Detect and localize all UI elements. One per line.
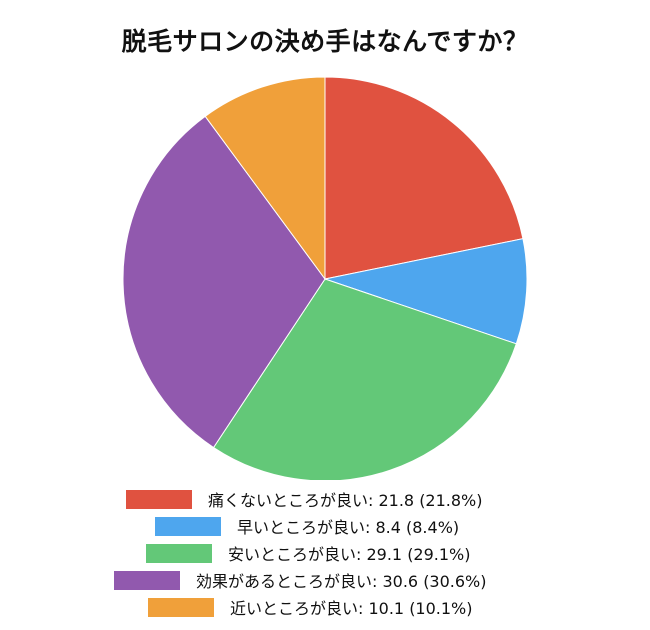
pie-chart bbox=[122, 76, 528, 480]
legend-label: 安いところが良い: 29.1 (29.1%) bbox=[228, 545, 471, 564]
legend-swatch bbox=[126, 489, 192, 509]
legend-swatch bbox=[155, 516, 221, 536]
legend-label: 近いところが良い: 10.1 (10.1%) bbox=[230, 599, 473, 618]
pie-slice-4 bbox=[122, 115, 326, 449]
pie-slice-2 bbox=[323, 238, 528, 345]
pie-slice-5 bbox=[204, 76, 326, 281]
chart-title: 脱毛サロンの決め手はなんですか？ bbox=[121, 27, 529, 56]
legend-item: 近いところが良い: 10.1 (10.1%) bbox=[148, 596, 473, 618]
legend-item: 痛くないところが良い: 21.8 (21.8%) bbox=[126, 488, 483, 510]
legend-label: 早いところが良い: 8.4 (8.4%) bbox=[237, 518, 460, 537]
pie-slice-1 bbox=[324, 76, 524, 280]
pie-slice-3 bbox=[212, 278, 517, 480]
legend-swatch bbox=[148, 597, 214, 617]
legend-label: 痛くないところが良い: 21.8 (21.8%) bbox=[208, 491, 483, 510]
legend-swatch bbox=[114, 570, 180, 590]
legend-label: 効果があるところが良い: 30.6 (30.6%) bbox=[196, 572, 487, 591]
legend-item: 早いところが良い: 8.4 (8.4%) bbox=[155, 515, 459, 537]
legend-item: 効果があるところが良い: 30.6 (30.6%) bbox=[114, 569, 487, 591]
legend-item: 安いところが良い: 29.1 (29.1%) bbox=[146, 542, 471, 564]
legend-swatch bbox=[146, 543, 212, 563]
